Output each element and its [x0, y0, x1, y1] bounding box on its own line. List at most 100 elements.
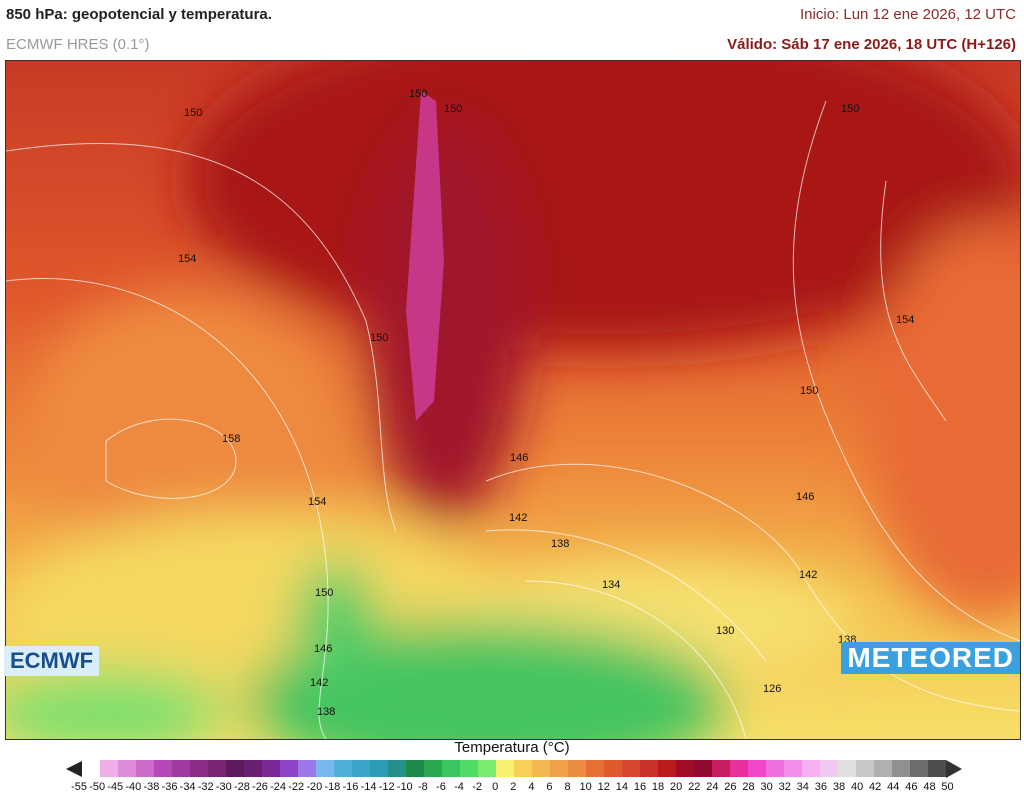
- ecmwf-logo: ECMWF: [4, 646, 100, 676]
- legend-arrow-low: [66, 760, 82, 777]
- contour-label: 134: [602, 579, 620, 591]
- legend-tick: -24: [270, 781, 287, 793]
- legend-tick: -26: [252, 781, 268, 793]
- contour-label: 126: [763, 683, 781, 695]
- legend-tick: 10: [579, 781, 592, 793]
- valid-time: Válido: Sáb 17 ene 2026, 18 UTC (H+126): [727, 36, 1016, 53]
- legend-swatch: [190, 760, 208, 777]
- legend-swatch: [370, 760, 388, 777]
- legend-tick: -36: [161, 781, 178, 793]
- legend-swatch: [658, 760, 676, 777]
- legend-tick: 38: [832, 781, 846, 793]
- legend-swatch: [568, 760, 586, 777]
- legend-tick: -38: [143, 781, 160, 793]
- legend-swatch: [532, 760, 550, 777]
- legend-tick: -30: [215, 781, 232, 793]
- contour-label: 150: [800, 385, 818, 397]
- legend-tick: 20: [670, 781, 683, 793]
- legend-tick: -14: [360, 781, 377, 793]
- contour-label: 150: [409, 88, 427, 100]
- legend-swatch: [712, 760, 730, 777]
- legend-swatch: [334, 760, 352, 777]
- legend-tick: -12: [378, 781, 395, 793]
- legend-swatch: [226, 760, 244, 777]
- color-scale-bar: [66, 759, 962, 778]
- legend-tick: -6: [436, 781, 446, 793]
- legend-tick: -16: [342, 781, 359, 793]
- legend-tick: 50: [941, 781, 954, 793]
- legend-tick: 2: [510, 781, 517, 793]
- legend-tick: 6: [546, 781, 553, 793]
- legend-swatch: [262, 760, 280, 777]
- legend-tick: 0: [492, 781, 499, 793]
- map-title: 850 hPa: geopotencial y temperatura.: [6, 6, 272, 23]
- legend-swatch: [730, 760, 748, 777]
- legend-swatch: [910, 760, 928, 777]
- legend-tick: -40: [125, 781, 142, 793]
- legend-swatch: [586, 760, 604, 777]
- contour-label: 142: [799, 569, 817, 581]
- legend-swatch: [550, 760, 568, 777]
- legend-swatch: [388, 760, 406, 777]
- legend-tick: 48: [923, 781, 936, 793]
- legend-tick: -55: [71, 781, 87, 793]
- contour-label: 154: [178, 253, 196, 265]
- contour-label: 158: [222, 433, 240, 445]
- contour-label: 138: [317, 706, 335, 718]
- legend-tick: 4: [528, 781, 535, 793]
- init-time: Inicio: Lun 12 ene 2026, 12 UTC: [800, 6, 1016, 23]
- legend-tick: 46: [905, 781, 918, 793]
- contour-label: 150: [184, 107, 202, 119]
- legend-tick: -18: [324, 781, 341, 793]
- legend-swatch: [928, 760, 946, 777]
- legend-swatch: [244, 760, 262, 777]
- legend-tick: 42: [869, 781, 882, 793]
- meteored-logo: METEORED: [841, 642, 1020, 674]
- legend-swatch: [892, 760, 910, 777]
- legend-tick: -4: [454, 781, 464, 793]
- legend-arrow-high: [946, 759, 962, 778]
- legend-tick: -28: [233, 781, 250, 793]
- legend-tick: 34: [796, 781, 809, 793]
- legend-ticks: -55 -50 -45 -40 -38 -36 -34 -32 -30 -28 -26 -24 -22-…: [70, 781, 957, 793]
- contour-label: 142: [310, 677, 328, 689]
- model-name: ECMWF HRES (0.1°): [6, 36, 150, 53]
- contour-label: 150: [841, 103, 859, 115]
- contour-label: 146: [796, 491, 814, 503]
- legend-swatch: [424, 760, 442, 777]
- legend-tick: 26: [724, 781, 737, 793]
- legend-title: Temperatura (°C): [454, 739, 570, 756]
- legend-swatch: [514, 760, 532, 777]
- legend-tick: -34: [179, 781, 196, 793]
- legend-swatch: [442, 760, 460, 777]
- legend-swatch: [460, 760, 478, 777]
- contour-labels: 150 150 150 150 154 150 154 150 158 146 …: [178, 88, 914, 718]
- contour-label: 150: [315, 587, 333, 599]
- contour-label: 154: [896, 314, 914, 326]
- legend-swatch: [352, 760, 370, 777]
- legend-swatch: [496, 760, 514, 777]
- legend-swatch: [874, 760, 892, 777]
- contour-label: 138: [551, 538, 569, 550]
- legend-tick: -2: [472, 781, 482, 793]
- legend-swatch: [316, 760, 334, 777]
- legend-tick: 8: [564, 781, 571, 793]
- legend-swatch: [136, 760, 154, 777]
- legend-tick: -8: [417, 781, 428, 793]
- legend-tick: 28: [742, 781, 755, 793]
- legend-swatch: [82, 760, 100, 777]
- legend-tick: -22: [288, 781, 305, 793]
- legend-swatch: [298, 760, 316, 777]
- legend-swatch: [154, 760, 172, 777]
- legend-tick: -20: [306, 781, 323, 793]
- legend-swatch: [694, 760, 712, 777]
- legend-tick: -45: [107, 781, 124, 793]
- weather-map[interactable]: 150 150 150 150 154 150 154 150 158 146 …: [5, 60, 1021, 740]
- legend-swatch: [640, 760, 658, 777]
- contour-label: 142: [509, 512, 527, 524]
- legend-tick: 40: [850, 781, 864, 793]
- legend-tick: -32: [197, 781, 214, 793]
- legend-tick: 36: [814, 781, 828, 793]
- legend-swatch: [676, 760, 694, 777]
- contour-label: 146: [314, 643, 332, 655]
